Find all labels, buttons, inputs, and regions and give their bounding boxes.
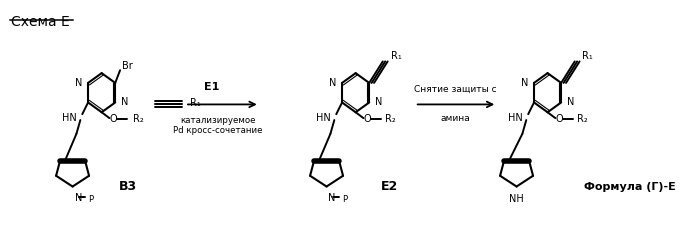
Text: амина: амина bbox=[440, 114, 470, 122]
Text: Снятие защиты с: Снятие защиты с bbox=[414, 84, 497, 93]
Text: N: N bbox=[329, 78, 336, 88]
Text: HN: HN bbox=[315, 113, 330, 123]
Text: Схема E: Схема E bbox=[10, 15, 69, 29]
Text: R₁: R₁ bbox=[190, 98, 200, 109]
Text: N: N bbox=[375, 98, 383, 108]
Text: NH: NH bbox=[509, 194, 524, 204]
Text: R₁: R₁ bbox=[391, 50, 401, 61]
Text: N: N bbox=[75, 78, 82, 88]
Text: R₁: R₁ bbox=[583, 50, 593, 61]
Text: HN: HN bbox=[507, 113, 522, 123]
Text: N: N bbox=[329, 193, 336, 203]
Text: Br: Br bbox=[122, 61, 133, 71]
Text: P: P bbox=[88, 195, 94, 204]
Text: Pd кросс-сочетание: Pd кросс-сочетание bbox=[173, 126, 262, 135]
Text: N: N bbox=[121, 98, 128, 108]
Text: HN: HN bbox=[61, 113, 77, 123]
Text: B3: B3 bbox=[119, 180, 138, 193]
Text: N: N bbox=[567, 98, 574, 108]
Text: P: P bbox=[342, 195, 347, 204]
Text: R₂: R₂ bbox=[577, 114, 588, 124]
Text: R₂: R₂ bbox=[385, 114, 396, 124]
Text: катализируемое: катализируемое bbox=[180, 116, 255, 124]
Text: O: O bbox=[364, 114, 371, 124]
Text: O: O bbox=[556, 114, 563, 124]
Text: E2: E2 bbox=[381, 180, 398, 193]
Text: E1: E1 bbox=[204, 82, 219, 92]
Text: R₂: R₂ bbox=[133, 114, 143, 124]
Text: Формула (Г)-E: Формула (Г)-E bbox=[584, 182, 676, 192]
Text: N: N bbox=[521, 78, 528, 88]
Text: N: N bbox=[75, 193, 82, 203]
Text: O: O bbox=[110, 114, 117, 124]
